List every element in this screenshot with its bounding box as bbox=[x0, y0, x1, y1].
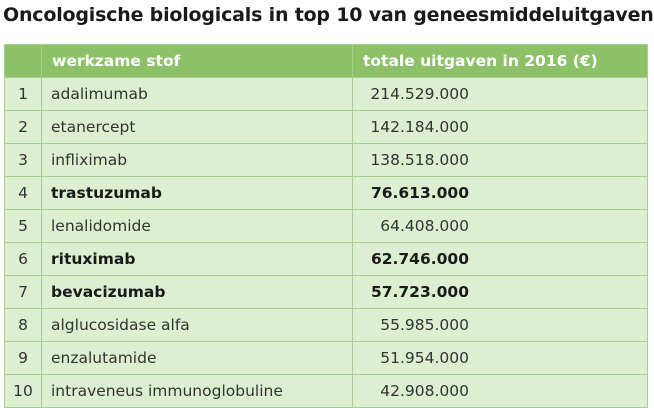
table-row: 3 infliximab 138.518.000 bbox=[4, 143, 648, 177]
row-substance-name: etanercept bbox=[41, 110, 353, 144]
row-expenditure-cell: 42.908.000 bbox=[352, 374, 648, 408]
row-expenditure-cell: 76.613.000 bbox=[352, 176, 648, 210]
row-expenditure-cell: 138.518.000 bbox=[352, 143, 648, 177]
table-row: 10 intraveneus immunoglobuline 42.908.000 bbox=[4, 374, 648, 408]
row-substance-name: alglucosidase alfa bbox=[41, 308, 353, 342]
table-row: 1 adalimumab 214.529.000 bbox=[4, 77, 648, 111]
row-substance-name: bevacizumab bbox=[41, 275, 353, 309]
row-expenditure-value: 51.954.000 bbox=[380, 349, 469, 367]
table-row: 2 etanercept 142.184.000 bbox=[4, 110, 648, 144]
row-expenditure-value: 142.184.000 bbox=[370, 118, 469, 136]
row-expenditure-cell: 64.408.000 bbox=[352, 209, 648, 243]
row-expenditure-cell: 51.954.000 bbox=[352, 341, 648, 375]
row-substance-name: enzalutamide bbox=[41, 341, 353, 375]
row-expenditure-value: 138.518.000 bbox=[370, 151, 469, 169]
row-expenditure-cell: 55.985.000 bbox=[352, 308, 648, 342]
row-expenditure-cell: 214.529.000 bbox=[352, 77, 648, 111]
row-rank: 7 bbox=[4, 275, 42, 309]
header-rank bbox=[4, 44, 42, 78]
row-substance-name: intraveneus immunoglobuline bbox=[41, 374, 353, 408]
row-substance-name: rituximab bbox=[41, 242, 353, 276]
row-substance-name: infliximab bbox=[41, 143, 353, 177]
row-rank: 6 bbox=[4, 242, 42, 276]
header-total-expenditure: totale uitgaven in 2016 (€) bbox=[352, 44, 648, 78]
row-expenditure-value: 57.723.000 bbox=[370, 283, 469, 301]
row-expenditure-value: 42.908.000 bbox=[380, 382, 469, 400]
row-rank: 9 bbox=[4, 341, 42, 375]
table-row: 8 alglucosidase alfa 55.985.000 bbox=[4, 308, 648, 342]
table-row: 4 trastuzumab 76.613.000 bbox=[4, 176, 648, 210]
row-expenditure-value: 64.408.000 bbox=[380, 217, 469, 235]
row-substance-name: adalimumab bbox=[41, 77, 353, 111]
table-row: 6 rituximab 62.746.000 bbox=[4, 242, 648, 276]
row-expenditure-cell: 57.723.000 bbox=[352, 275, 648, 309]
row-rank: 2 bbox=[4, 110, 42, 144]
row-rank: 10 bbox=[4, 374, 42, 408]
header-active-substance: werkzame stof bbox=[41, 44, 353, 78]
row-substance-name: trastuzumab bbox=[41, 176, 353, 210]
table-row: 7 bevacizumab 57.723.000 bbox=[4, 275, 648, 309]
row-rank: 8 bbox=[4, 308, 42, 342]
page-title: Oncologische biologicals in top 10 van g… bbox=[3, 4, 654, 26]
expenditure-table: werkzame stof totale uitgaven in 2016 (€… bbox=[4, 44, 648, 408]
row-rank: 5 bbox=[4, 209, 42, 243]
row-rank: 1 bbox=[4, 77, 42, 111]
row-expenditure-cell: 62.746.000 bbox=[352, 242, 648, 276]
row-expenditure-value: 62.746.000 bbox=[370, 250, 469, 268]
row-expenditure-value: 76.613.000 bbox=[370, 184, 469, 202]
row-expenditure-value: 55.985.000 bbox=[380, 316, 469, 334]
table-header-row: werkzame stof totale uitgaven in 2016 (€… bbox=[4, 44, 648, 78]
row-rank: 3 bbox=[4, 143, 42, 177]
row-substance-name: lenalidomide bbox=[41, 209, 353, 243]
table-row: 9 enzalutamide 51.954.000 bbox=[4, 341, 648, 375]
row-rank: 4 bbox=[4, 176, 42, 210]
table-row: 5 lenalidomide 64.408.000 bbox=[4, 209, 648, 243]
row-expenditure-cell: 142.184.000 bbox=[352, 110, 648, 144]
row-expenditure-value: 214.529.000 bbox=[370, 85, 469, 103]
